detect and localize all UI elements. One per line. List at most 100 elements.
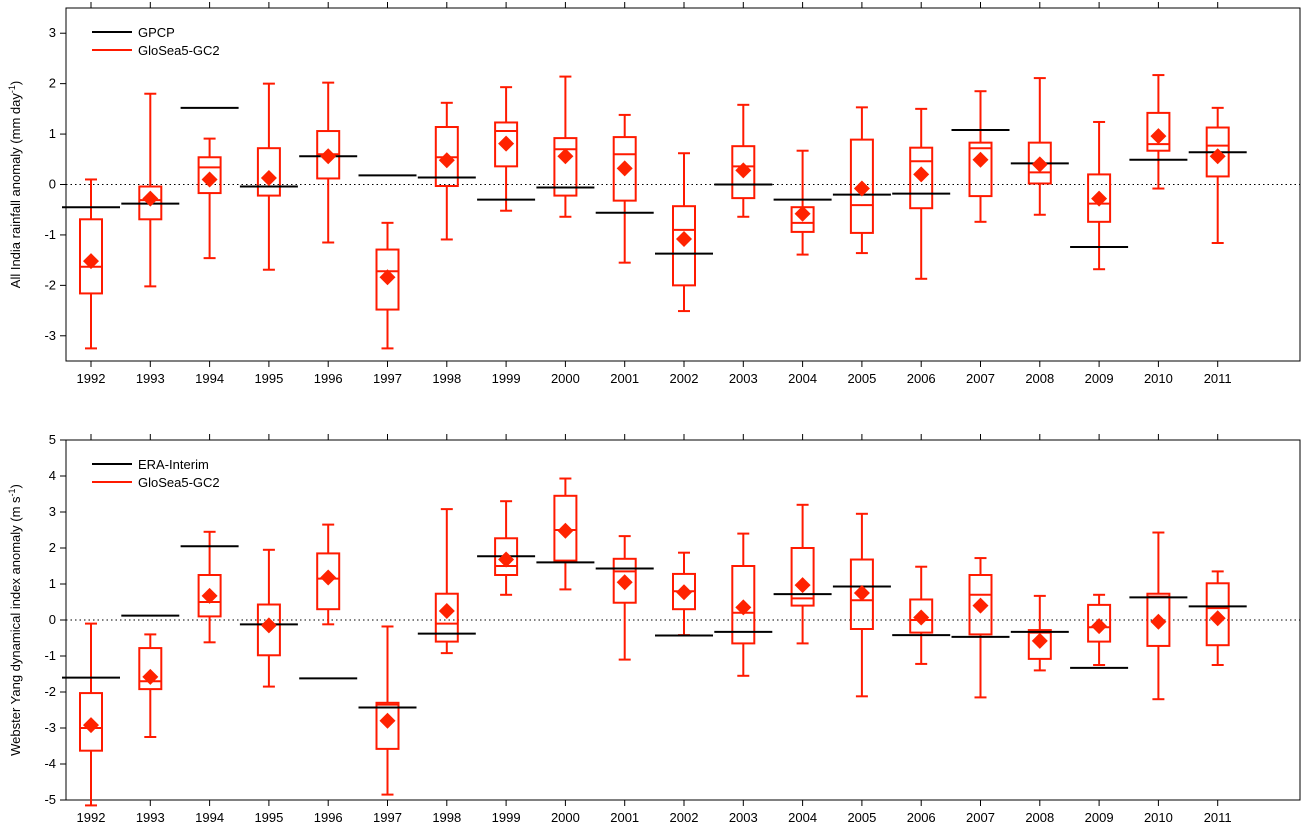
box-iqr	[1087, 603, 1112, 643]
mean-marker-2002	[676, 584, 692, 601]
y-tick-label: -1	[44, 648, 56, 663]
box-iqr	[434, 592, 459, 643]
x-tick-label: 1998	[432, 810, 461, 825]
box-2007	[968, 90, 993, 223]
box-1996	[316, 81, 341, 244]
mean-marker-2010	[1150, 613, 1167, 630]
x-tick-label: 2006	[907, 371, 936, 386]
y-tick-label: 0	[49, 177, 56, 192]
x-tick-label: 1992	[77, 371, 106, 386]
box-iqr	[138, 647, 163, 691]
mean-marker-2008	[1031, 156, 1048, 173]
box-1997	[375, 625, 400, 796]
box-iqr	[1205, 582, 1230, 647]
x-tick-label: 2000	[551, 810, 580, 825]
y-axis-title-superscript: -1	[7, 488, 17, 496]
y-axis-title: All India rainfall anomaly (mm day-1)	[7, 81, 23, 288]
box-1998	[434, 508, 459, 655]
box-iqr	[1146, 592, 1171, 647]
mean-marker-2011	[1209, 148, 1226, 165]
mean-marker-2000	[557, 522, 574, 539]
box-iqr	[79, 218, 103, 295]
box-iqr	[553, 137, 578, 197]
y-tick-label: 5	[49, 432, 56, 447]
mean-marker-2004	[794, 205, 811, 222]
mean-marker-1997	[379, 269, 396, 286]
mean-marker-1999	[498, 551, 515, 568]
x-tick-label: 2010	[1144, 371, 1173, 386]
legend: ERA-Interim GloSea5-GC2	[92, 457, 220, 490]
mean-marker-1995	[260, 617, 277, 634]
mean-marker-2006	[913, 609, 930, 626]
legend-label-observed: ERA-Interim	[138, 457, 209, 472]
box-1993	[138, 633, 163, 738]
mean-marker-1992	[83, 253, 99, 270]
y-tick-label: -2	[44, 684, 56, 699]
mean-marker-2011	[1209, 610, 1226, 627]
box-2000	[553, 477, 578, 591]
mean-marker-2008	[1031, 632, 1048, 649]
box-1995	[256, 82, 281, 271]
mean-marker-1994	[201, 587, 218, 604]
mean-marker-1993	[142, 668, 159, 685]
mean-marker-1997	[379, 712, 396, 729]
box-2011	[1205, 106, 1230, 244]
y-tick-label: 1	[49, 126, 56, 141]
box-1992	[79, 622, 103, 807]
mean-marker-2000	[557, 148, 574, 165]
box-1993	[138, 92, 163, 288]
box-iqr	[849, 138, 874, 234]
box-2010	[1146, 74, 1171, 190]
mean-marker-2001	[616, 574, 633, 591]
y-axis-title: Webster Yang dynamical index anomaly (m …	[7, 484, 23, 756]
x-tick-label: 2003	[729, 810, 758, 825]
y-tick-label: -1	[44, 227, 56, 242]
box-iqr	[731, 145, 756, 200]
x-tick-label: 2006	[907, 810, 936, 825]
y-tick-label: -2	[44, 277, 56, 292]
y-tick-label: 2	[49, 540, 56, 555]
box-iqr	[256, 147, 281, 197]
mean-marker-1993	[142, 190, 159, 207]
x-tick-label: 2005	[847, 371, 876, 386]
x-tick-label: 1995	[254, 810, 283, 825]
y-tick-label: 1	[49, 576, 56, 591]
mean-marker-2003	[735, 162, 752, 179]
box-iqr	[909, 598, 934, 634]
box-iqr	[1087, 173, 1112, 223]
x-tick-label: 1996	[314, 371, 343, 386]
box-iqr	[197, 156, 222, 195]
x-tick-label: 2004	[788, 371, 817, 386]
mean-marker-1998	[438, 152, 455, 169]
x-tick-label: 2007	[966, 810, 995, 825]
box-iqr	[256, 603, 281, 657]
mean-marker-2005	[853, 180, 870, 197]
x-tick-label: 2009	[1085, 810, 1114, 825]
mean-marker-2002	[676, 230, 692, 247]
box-2007	[968, 557, 993, 699]
mean-marker-2001	[616, 160, 633, 177]
box-iqr	[909, 146, 934, 210]
box-iqr	[968, 141, 993, 198]
y-tick-label: -3	[44, 720, 56, 735]
box-iqr	[553, 494, 578, 562]
box-2001	[612, 113, 637, 264]
x-tick-label: 1997	[373, 371, 402, 386]
box-iqr	[375, 701, 400, 750]
y-tick-label: -5	[44, 792, 56, 807]
y-tick-label: 3	[49, 504, 56, 519]
x-tick-label: 2005	[847, 810, 876, 825]
y-axis-title-main: All India rainfall anomaly (mm day	[8, 93, 23, 289]
y-tick-label: 4	[49, 468, 56, 483]
x-tick-label: 1993	[136, 810, 165, 825]
box-iqr	[612, 136, 637, 202]
mean-marker-2010	[1150, 128, 1167, 145]
box-iqr	[612, 557, 637, 604]
y-axis-title-main: Webster Yang dynamical index anomaly (m …	[8, 496, 23, 756]
mean-marker-1994	[201, 171, 218, 188]
legend-label-model: GloSea5-GC2	[138, 475, 220, 490]
y-axis-title-end: )	[8, 81, 23, 85]
box-2000	[553, 75, 578, 218]
x-tick-label: 1994	[195, 371, 224, 386]
